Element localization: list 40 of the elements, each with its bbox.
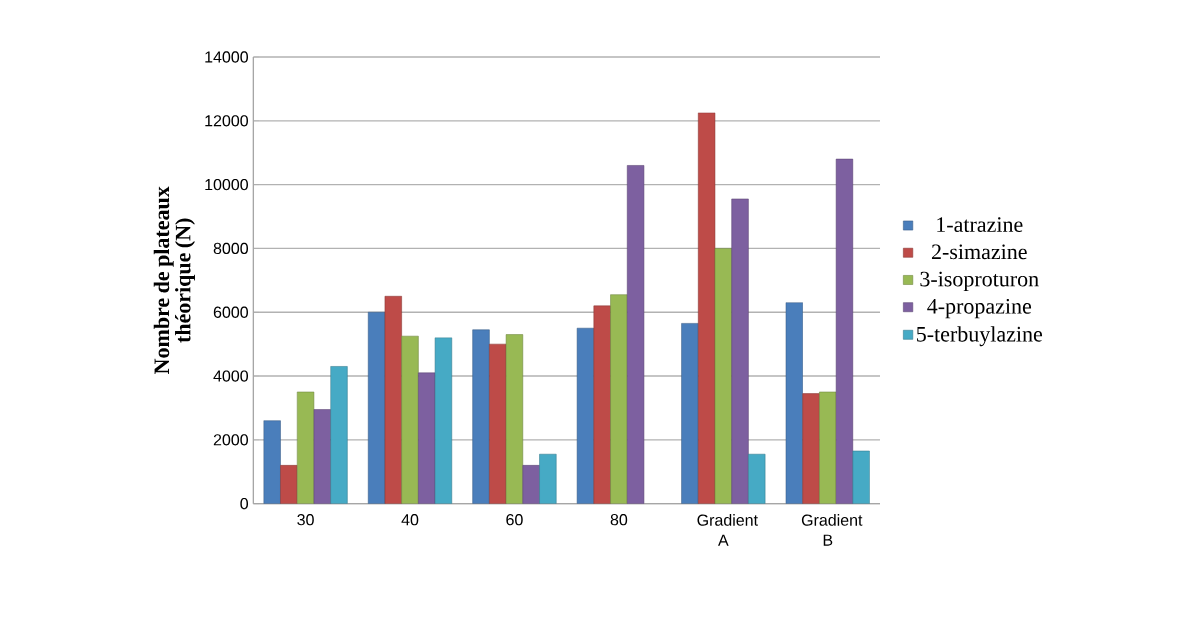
legend-label: 2-simazine	[931, 244, 1027, 260]
bar	[593, 305, 611, 504]
x-tick-label: Gradient B	[801, 514, 863, 546]
x-tick-label: Gradient A	[697, 514, 758, 546]
legend-label: 5-terbuylazine	[917, 326, 1043, 347]
bar	[522, 465, 540, 504]
y-tick-label: 0	[240, 497, 249, 510]
y-tick-label: 2000	[213, 434, 249, 446]
bar	[401, 335, 419, 504]
x-tick-label: 60	[506, 514, 523, 526]
bar	[330, 366, 348, 504]
y-tick-label: 6000	[213, 306, 249, 318]
x-tick-label: 30	[297, 514, 314, 526]
bar	[472, 329, 490, 504]
bar	[802, 393, 820, 504]
legend-label: 1-atrazine	[937, 217, 1023, 232]
y-tick-label: 10000	[205, 178, 249, 191]
y-axis-title: Nombre de plateaux théorique (N)	[153, 186, 195, 374]
legend-label: 4-propazine	[927, 298, 1032, 319]
x-tick-label: 40	[401, 514, 419, 526]
legend-label: 3-isoproturon	[920, 271, 1039, 291]
bar	[263, 420, 281, 504]
bar	[698, 112, 716, 504]
bar	[835, 158, 854, 504]
y-tick-label: 12000	[205, 115, 249, 127]
bar	[313, 409, 331, 504]
y-tick-label: 4000	[213, 370, 249, 382]
bar	[626, 165, 645, 504]
bar	[489, 343, 507, 504]
bar	[384, 296, 402, 504]
bar	[852, 450, 870, 504]
bar	[418, 372, 436, 504]
bar	[539, 453, 557, 504]
bar	[610, 294, 628, 504]
bar	[681, 323, 699, 504]
y-tick-label: 14000	[205, 51, 249, 63]
bar	[731, 198, 749, 504]
y-tick-label: 8000	[213, 242, 249, 255]
x-tick-label: 80	[610, 514, 628, 526]
bar	[280, 465, 298, 504]
